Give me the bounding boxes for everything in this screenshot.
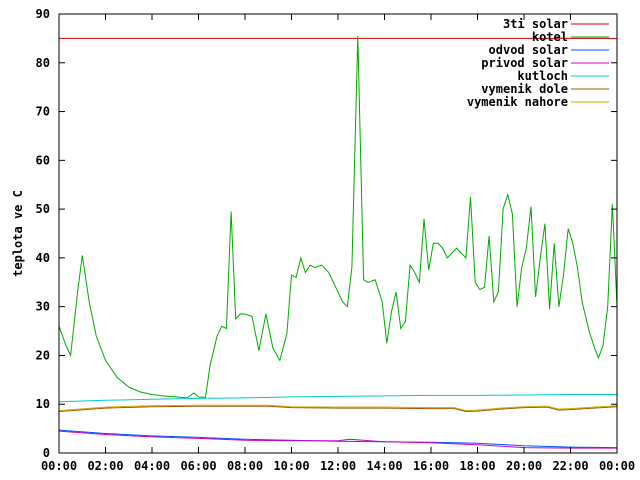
y-tick-label: 40 [36,251,50,265]
y-tick-label: 0 [43,446,50,460]
x-tick-label: 04:00 [134,459,170,473]
x-tick-label: 02:00 [87,459,123,473]
legend-label: vymenik dole [481,82,568,96]
x-tick-label: 00:00 [41,459,77,473]
y-tick-label: 20 [36,348,50,362]
series-line-odvod-solar [58,429,618,449]
legend-label: privod solar [481,56,568,70]
x-tick-label: 16:00 [413,459,449,473]
y-tick-label: 10 [36,397,50,411]
y-tick-label: 50 [36,202,50,216]
y-tick-label: 80 [36,56,50,70]
x-tick-label: 22:00 [552,459,588,473]
legend-label: 3ti solar [503,17,568,31]
series-line-vymenik-dole [58,405,618,413]
axes-layer: 0 10 20 30 40 50 60 70 80 90 00:00 02:00 04:00 06:00 0… [36,7,636,473]
x-tick-label: 10:00 [273,459,309,473]
x-tick-label: 06:00 [180,459,216,473]
x-tick-label: 08:00 [227,459,263,473]
legend-label: vymenik nahore [467,95,568,109]
series-line-kotel [58,35,618,399]
y-axis-label: teplota ve C [11,190,25,277]
series-line-kutloch [58,394,617,403]
y-tick-label: 90 [36,7,50,21]
legend-label: odvod solar [489,43,568,57]
x-tick-label: 12:00 [320,459,356,473]
series-layer [58,35,618,449]
series-line-privod-solar [58,430,617,449]
y-tick-label: 70 [36,105,50,119]
x-tick-label: 20:00 [506,459,542,473]
x-tick-label: 14:00 [366,459,402,473]
x-tick-label: 18:00 [459,459,495,473]
series-line-vymenik-nahore [58,404,618,412]
y-tick-label: 60 [36,153,50,167]
y-tick-label: 30 [36,300,50,314]
legend-label: kotel [532,30,568,44]
legend-label: kutloch [517,69,568,83]
x-tick-label: 00:00 [599,459,635,473]
